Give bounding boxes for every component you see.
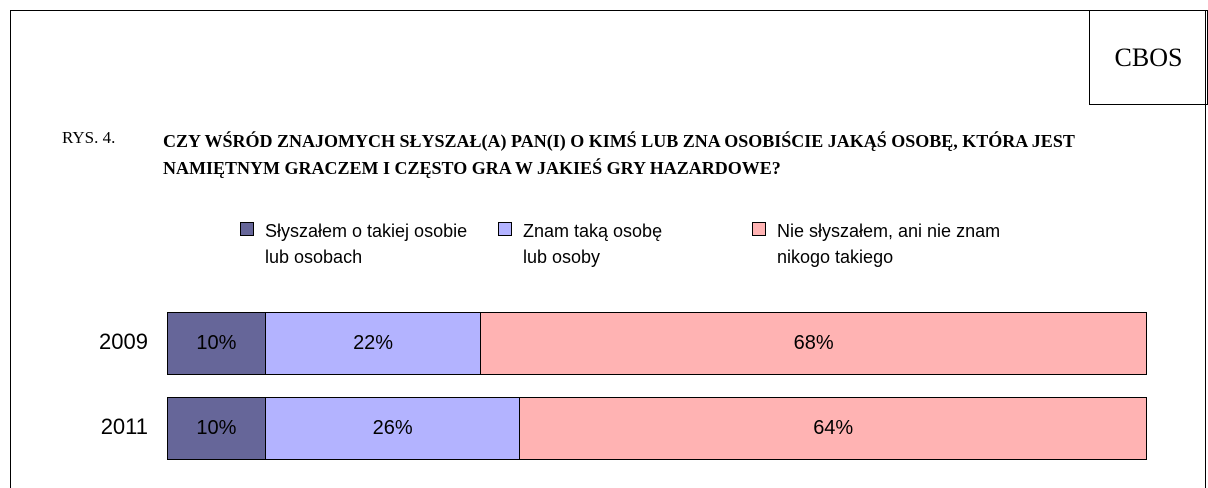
frame bbox=[10, 10, 1206, 488]
chart-title: CZY WŚRÓD ZNAJOMYCH SŁYSZAŁ(A) PAN(I) O … bbox=[163, 131, 1075, 178]
value-label: 26% bbox=[372, 417, 413, 439]
value-label: 68% bbox=[793, 332, 834, 354]
value-label: 64% bbox=[813, 417, 854, 439]
legend-label: Znam taką osobę lub osoby bbox=[523, 221, 663, 267]
value-label: 10% bbox=[196, 417, 237, 439]
legend-label: Słyszałem o takiej osobie lub osobach bbox=[265, 221, 468, 267]
category-label: 2011 bbox=[100, 414, 148, 439]
legend-label: Nie słyszałem, ani nie znam nikogo takie… bbox=[777, 221, 1001, 267]
bar-segment: 64% bbox=[519, 397, 1147, 460]
legend-swatch bbox=[240, 222, 254, 236]
value-label: 22% bbox=[353, 332, 394, 354]
legend-swatch bbox=[752, 222, 766, 236]
value-label: 10% bbox=[196, 332, 237, 354]
bar-segment: 68% bbox=[480, 312, 1147, 375]
legend-swatch bbox=[498, 222, 512, 236]
category-label: 2009 bbox=[99, 329, 148, 354]
bar-segment: 10% bbox=[167, 397, 266, 460]
bar-segment: 22% bbox=[264, 312, 482, 375]
bar-segment: 26% bbox=[264, 397, 521, 460]
bar-segment: 10% bbox=[167, 312, 266, 375]
figure-label: RYS. 4. bbox=[62, 128, 116, 147]
badge: CBOS bbox=[1089, 10, 1208, 105]
